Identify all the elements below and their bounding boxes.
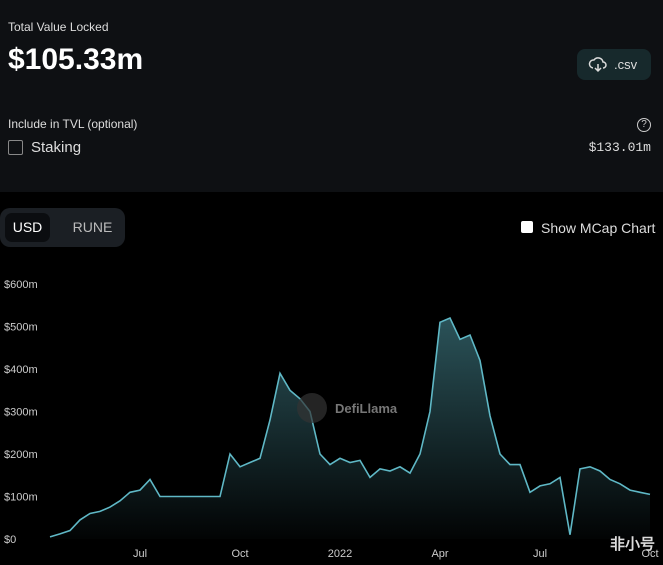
watermark: DefiLlama	[335, 401, 398, 416]
mcap-label[interactable]: Show MCap Chart	[541, 220, 656, 236]
y-tick-label: $200m	[4, 449, 38, 461]
x-tick-label: Jul	[133, 548, 147, 560]
y-tick-label: $100m	[4, 492, 38, 504]
mcap-checkbox[interactable]	[521, 221, 533, 233]
x-tick-label: Oct	[231, 548, 248, 560]
rune-option[interactable]: RUNE	[72, 219, 113, 235]
include-label: Include in TVL (optional)	[8, 117, 138, 131]
staking-checkbox[interactable]	[8, 140, 23, 155]
x-tick-label: Oct	[641, 548, 658, 560]
csv-label: .csv	[614, 57, 638, 72]
corner-watermark: 非小号	[610, 535, 655, 553]
watermark-logo	[297, 393, 327, 423]
x-tick-label: Apr	[431, 548, 448, 560]
y-tick-label: $0	[4, 534, 16, 546]
summary-panel: Total Value Locked $105.33m .csv Include…	[0, 0, 663, 192]
tvl-label: Total Value Locked	[8, 20, 109, 34]
help-icon[interactable]: ?	[637, 118, 651, 132]
staking-value: $133.01m	[588, 140, 651, 155]
x-tick-label: 2022	[328, 548, 352, 560]
download-icon	[588, 57, 607, 73]
x-tick-label: Jul	[533, 548, 547, 560]
y-tick-label: $400m	[4, 364, 38, 376]
area	[50, 318, 650, 539]
y-tick-label: $300m	[4, 407, 38, 419]
y-tick-label: $600m	[4, 279, 38, 291]
staking-label[interactable]: Staking	[31, 139, 82, 156]
line	[49, 316, 651, 538]
tvl-value: $105.33m	[8, 43, 144, 76]
currency-toggle: USD RUNE	[0, 208, 125, 247]
y-tick-label: $500m	[4, 322, 38, 334]
usd-option[interactable]: USD	[5, 213, 50, 242]
csv-button[interactable]: .csv	[577, 49, 651, 80]
